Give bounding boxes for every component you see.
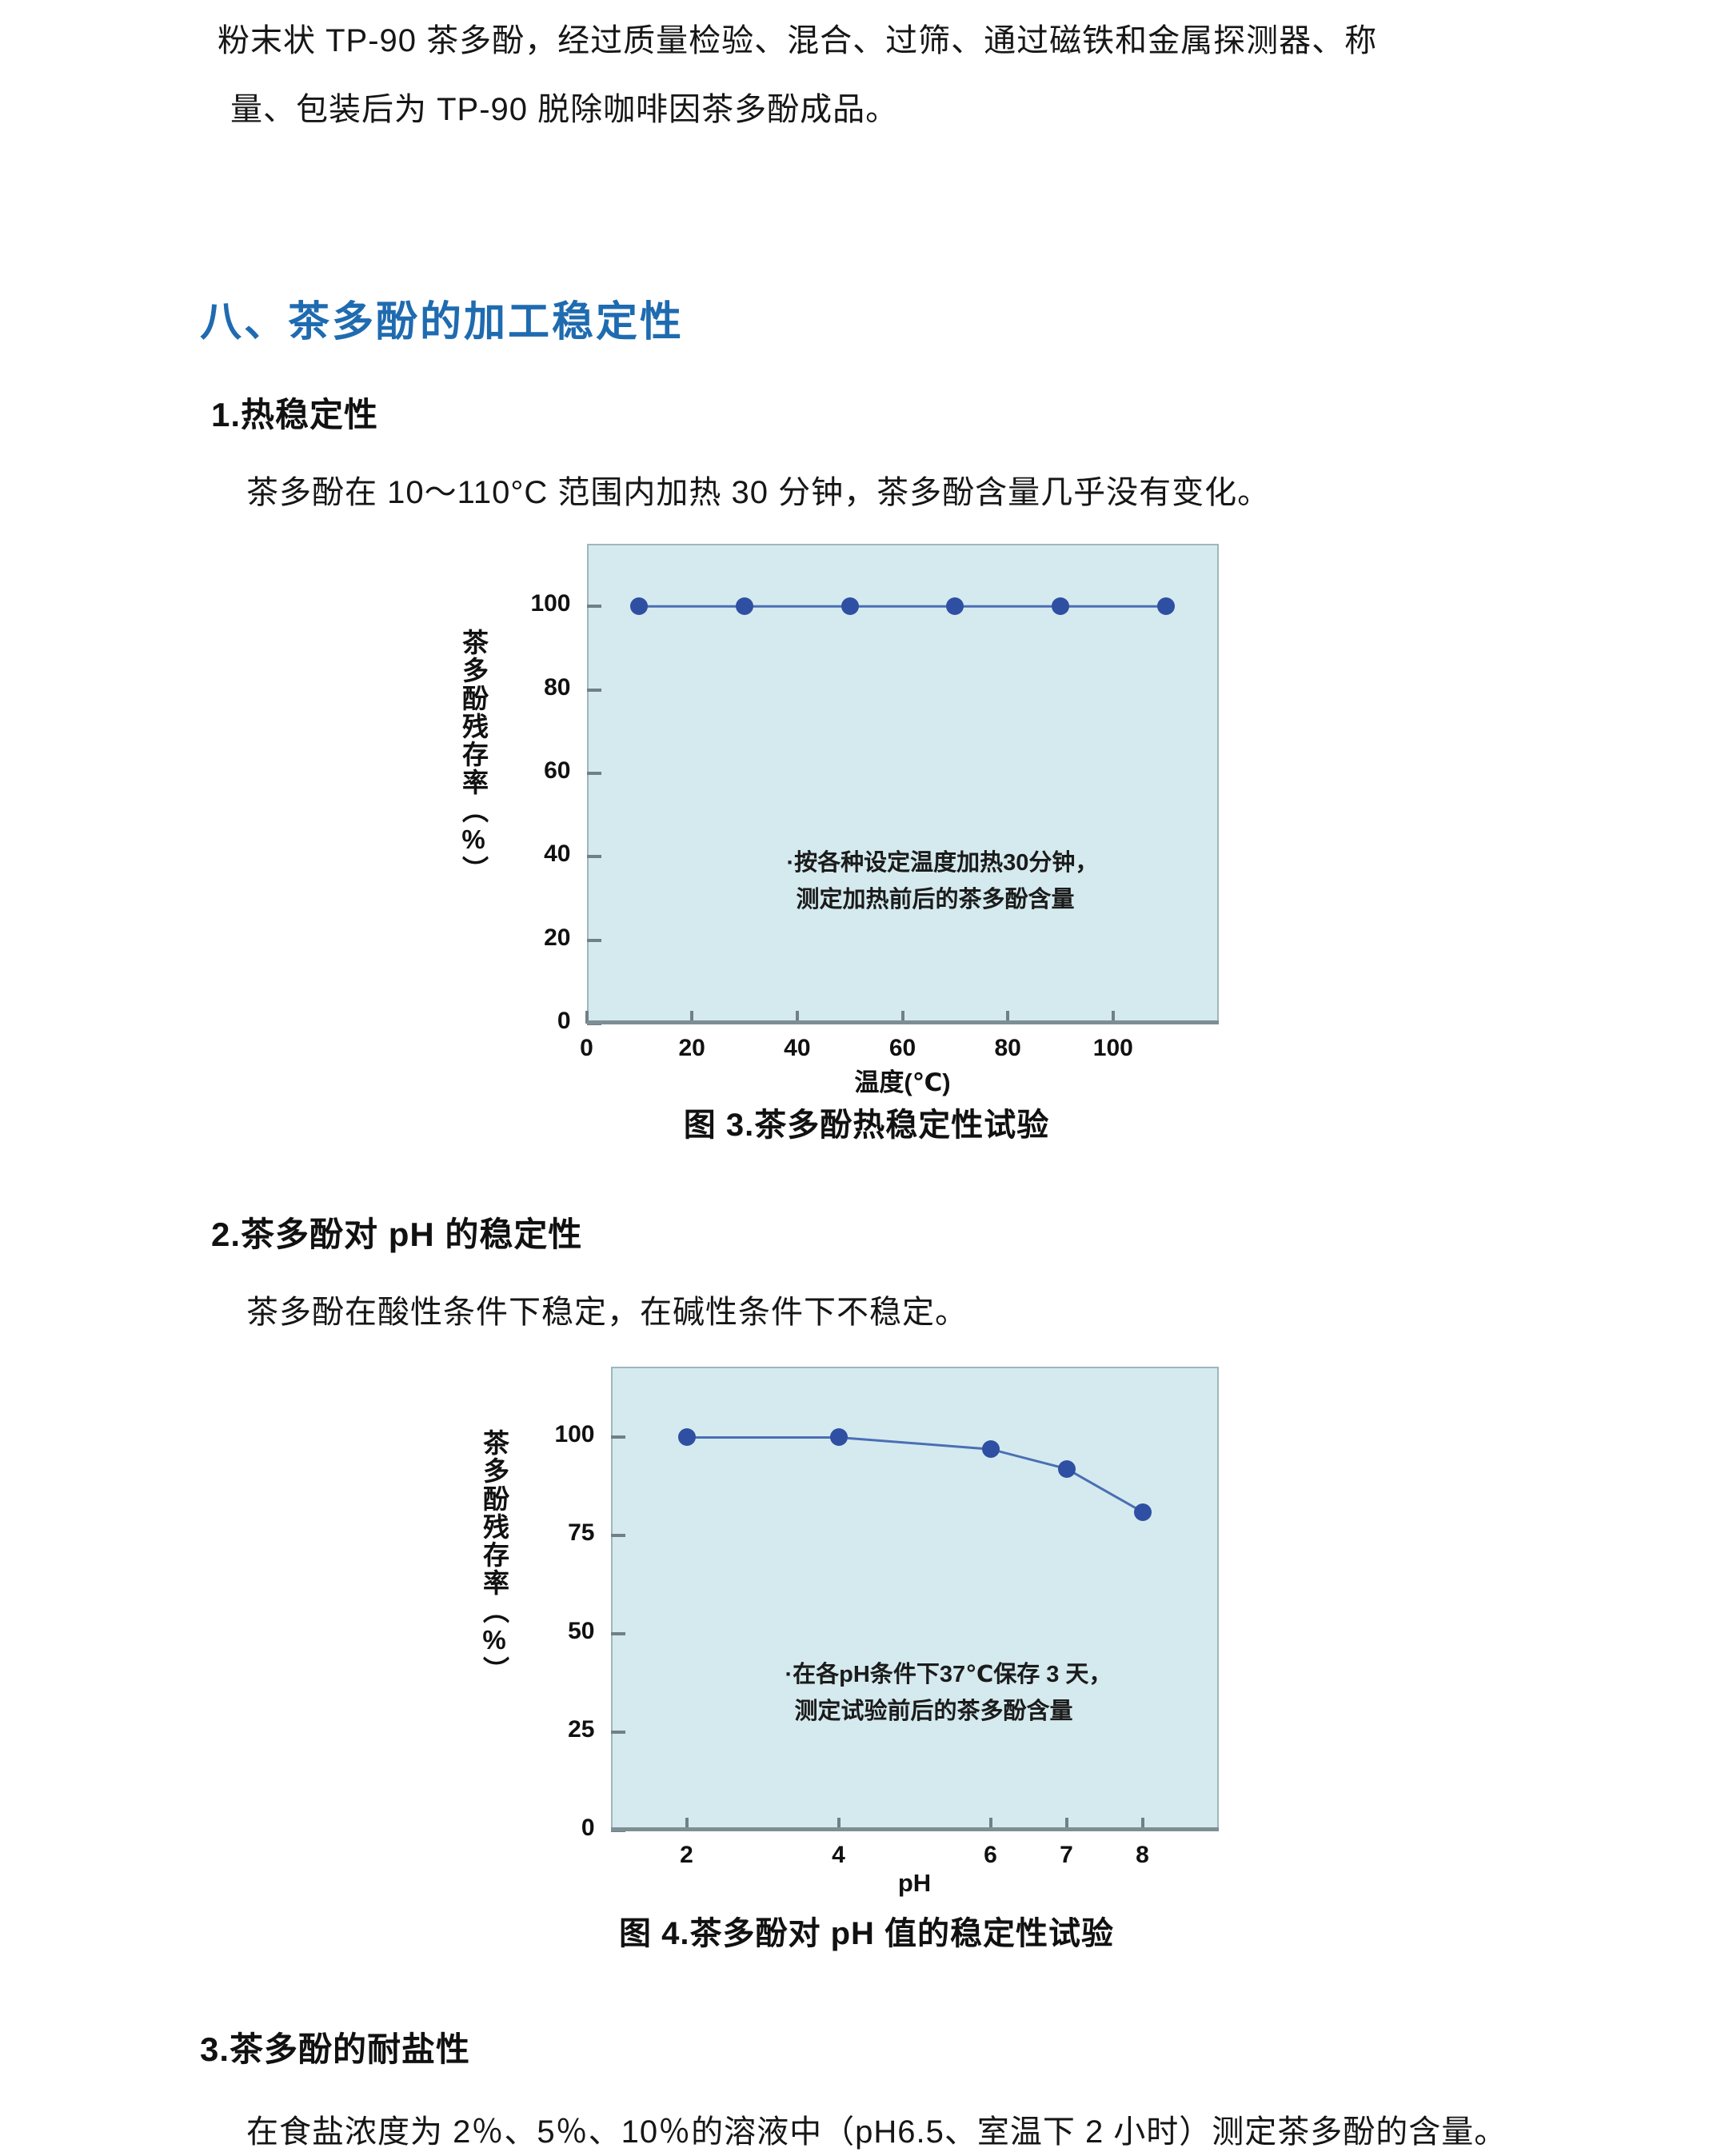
chart-thermal-stability: 茶多酚残存率（%） 0 20 40 60 80 100 0 20 40 60 80 100 ·按各种… (443, 534, 1291, 1096)
chart1-x-axis-title: 温度(℃) (854, 1068, 951, 1096)
subsection-heading-3: 3.茶多酚的耐盐性 (200, 2030, 471, 2068)
y-tick-mark (610, 1731, 625, 1735)
chart2-x-axis-title: pH (897, 1869, 932, 1897)
x-tick-label: 2 (680, 1842, 693, 1868)
x-tick-label: 100 (1092, 1035, 1133, 1061)
x-tick-label: 4 (832, 1842, 845, 1868)
data-point-marker (1057, 1459, 1076, 1478)
x-tick-mark (988, 1818, 992, 1831)
x-tick-label: 60 (888, 1035, 916, 1061)
y-tick-label: 80 (544, 673, 571, 701)
data-point-marker (630, 597, 649, 616)
chart2-annotation-line-2: 测定试验前后的茶多酚含量 (794, 1699, 1073, 1724)
x-tick-label: 6 (984, 1842, 997, 1868)
x-tick-label: 8 (1136, 1842, 1149, 1868)
y-tick-label: 100 (554, 1421, 595, 1448)
y-tick-label: 0 (557, 1008, 571, 1034)
x-tick-label: 40 (784, 1035, 811, 1061)
x-tick-mark (795, 1011, 799, 1024)
intro-paragraph-line-2: 量、包装后为 TP-90 脱除咖啡因茶多酚成品。 (230, 92, 899, 127)
data-point-marker (981, 1440, 1000, 1459)
x-tick-label: 7 (1060, 1842, 1073, 1868)
x-tick-mark (1111, 1011, 1115, 1024)
data-point-marker (841, 597, 859, 616)
chart1-series-line (639, 605, 1166, 608)
subsection-heading-1: 1.热稳定性 (211, 396, 379, 433)
y-tick-label: 40 (544, 840, 571, 868)
data-point-marker (1052, 597, 1069, 616)
intro-paragraph: 粉末状 TP-90 茶多酚，经过质量检验、混合、过筛、通过磁铁和金属探测器、称 … (200, 0, 1533, 144)
y-tick-mark (586, 938, 601, 942)
y-tick-mark (610, 1435, 625, 1439)
x-tick-mark (837, 1818, 841, 1831)
x-tick-label: 80 (994, 1035, 1021, 1061)
data-point-marker (1156, 597, 1175, 616)
chart1-annotation: ·按各种设定温度加热30分钟， 测定加热前后的茶多酚含量 (787, 844, 1099, 918)
chart2-y-axis-title: 茶多酚残存率（%） (479, 1429, 509, 1684)
y-tick-mark (610, 1632, 625, 1636)
data-point-marker (677, 1428, 696, 1447)
y-tick-mark (586, 771, 601, 775)
x-axis-line (586, 1020, 1219, 1024)
data-point-marker (1133, 1503, 1152, 1521)
y-tick-label: 0 (581, 1815, 595, 1841)
figure-4-caption: 图 4.茶多酚对 pH 值的稳定性试验 (618, 1916, 1115, 1951)
chart-ph-stability: 茶多酚残存率（%） 0 25 50 75 100 2 4 6 7 8 ·在各pH条件下37℃保存… (443, 1359, 1291, 1902)
y-tick-label: 50 (568, 1618, 595, 1645)
section-heading: 八、茶多酚的加工稳定性 (200, 299, 685, 345)
document-page: 粉末状 TP-90 茶多酚，经过质量检验、混合、过筛、通过磁铁和金属探测器、称 … (200, 0, 1533, 2150)
x-tick-mark (1006, 1011, 1010, 1024)
chart2-annotation-line-1: ·在各pH条件下37℃保存 3 天， (785, 1662, 1112, 1687)
x-tick-mark (690, 1011, 694, 1024)
y-tick-label: 60 (544, 757, 571, 784)
y-tick-label: 75 (568, 1519, 595, 1547)
chart1-y-axis-title: 茶多酚残存率（%） (458, 629, 489, 884)
figure-3-caption: 图 3.茶多酚热稳定性试验 (683, 1108, 1050, 1143)
chart1-annotation-line-1: ·按各种设定温度加热30分钟， (786, 850, 1099, 876)
intro-paragraph-line-1: 粉末状 TP-90 茶多酚，经过质量检验、混合、过筛、通过磁铁和金属探测器、称 (218, 23, 1378, 58)
data-point-marker (736, 597, 753, 616)
x-axis-line (610, 1827, 1219, 1831)
figure-3: 茶多酚残存率（%） 0 20 40 60 80 100 0 20 40 60 80 100 ·按各种… (200, 517, 1533, 1145)
y-tick-label: 20 (544, 924, 571, 951)
x-tick-label: 20 (678, 1035, 705, 1061)
subsection-paragraph-1: 茶多酚在 10～110°C 范围内加热 30 分钟，茶多酚含量几乎没有变化。 (246, 475, 1271, 510)
chart1-plot-area (586, 544, 1219, 1024)
y-tick-label: 100 (530, 590, 571, 617)
chart1-annotation-line-2: 测定加热前后的茶多酚含量 (796, 887, 1075, 912)
y-tick-mark (586, 605, 601, 609)
data-point-marker (946, 597, 964, 616)
chart2-series-line (686, 1435, 1144, 1514)
x-tick-mark (1140, 1818, 1144, 1831)
chart2-annotation: ·在各pH条件下37℃保存 3 天， 测定试验前后的茶多酚含量 (785, 1656, 1112, 1730)
x-tick-mark (1064, 1818, 1068, 1831)
y-tick-mark (610, 1534, 625, 1538)
series-polyline (686, 1435, 1144, 1514)
x-tick-label: 0 (580, 1035, 593, 1061)
y-tick-mark (586, 688, 601, 692)
subsection-paragraph-2: 茶多酚在酸性条件下稳定，在碱性条件下不稳定。 (246, 1295, 968, 1330)
data-point-marker (829, 1428, 848, 1447)
y-tick-mark (586, 855, 601, 859)
x-tick-mark (685, 1818, 689, 1831)
x-tick-mark (900, 1011, 904, 1024)
y-tick-label: 25 (568, 1716, 595, 1743)
subsection-paragraph-3: 在食盐浓度为 2％、5％、10％的溶液中（pH6.5、室温下 2 小时）测定茶多… (246, 2114, 1507, 2150)
figure-4: 茶多酚残存率（%） 0 25 50 75 100 2 4 6 7 8 ·在各pH条件下37℃保存… (200, 1336, 1533, 1954)
x-tick-mark (585, 1011, 589, 1024)
subsection-heading-2: 2.茶多酚对 pH 的稳定性 (211, 1216, 583, 1253)
